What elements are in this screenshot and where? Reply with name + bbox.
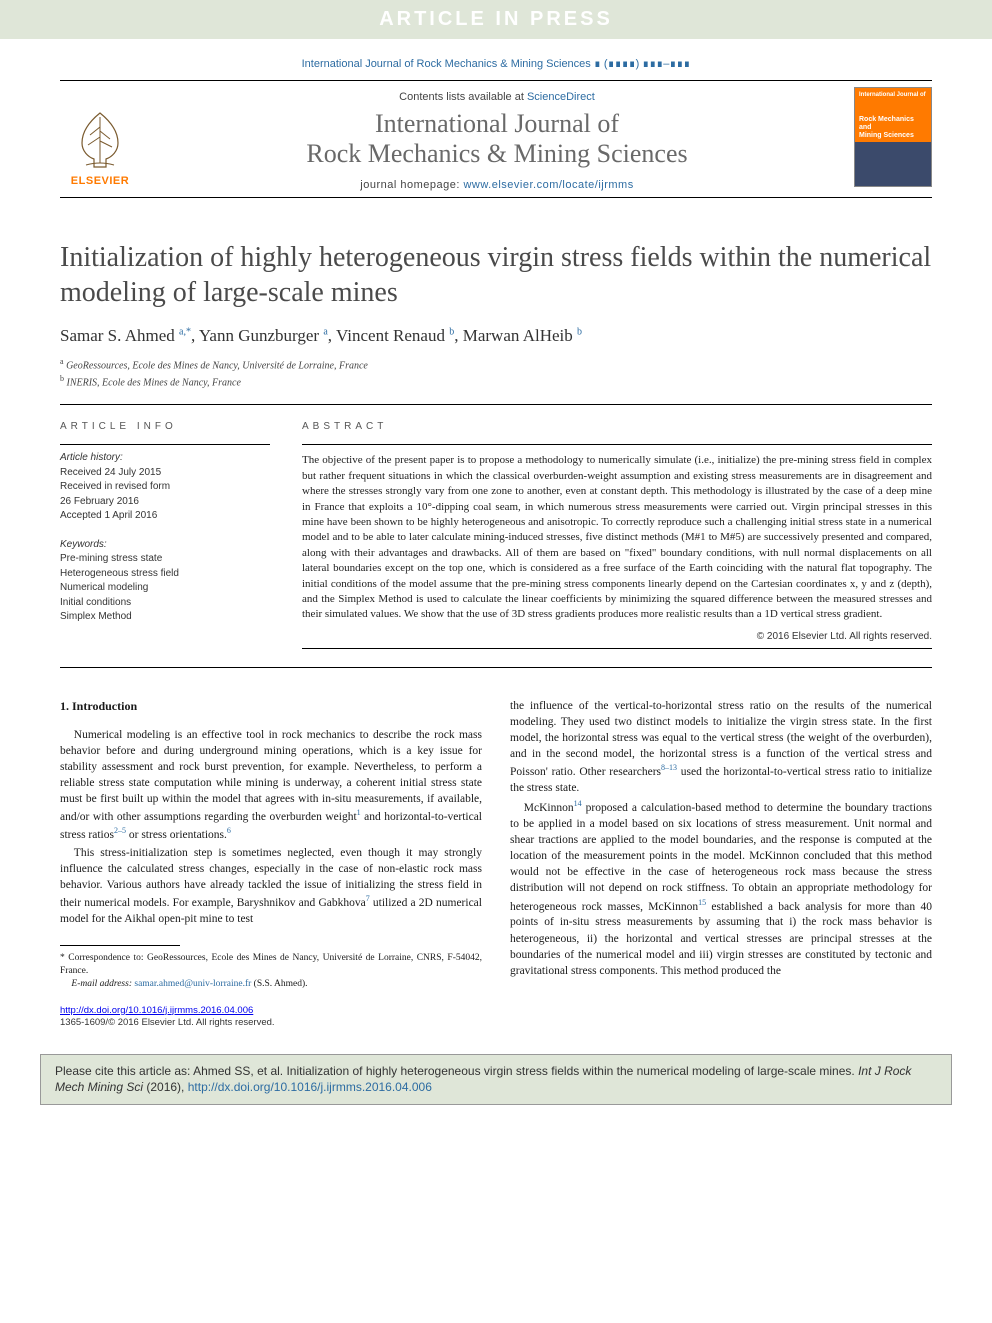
history-label: Article history:	[60, 451, 270, 466]
body-column-right: the influence of the vertical-to-horizon…	[510, 698, 932, 991]
article-title: Initialization of highly heterogeneous v…	[60, 240, 932, 310]
doi-link[interactable]: http://dx.doi.org/10.1016/j.ijrmms.2016.…	[60, 1005, 253, 1016]
footnote-divider	[60, 945, 180, 946]
author-3-affil: b	[449, 326, 454, 337]
correspondence-footnote: * Correspondence to: GeoRessources, Ecol…	[60, 952, 482, 978]
issn-copyright-line: 1365-1609/© 2016 Elsevier Ltd. All right…	[60, 1017, 932, 1028]
section-1-heading: 1. Introduction	[60, 698, 482, 715]
cover-band	[855, 142, 931, 186]
keywords-block: Keywords: Pre-mining stress state Hetero…	[60, 538, 270, 625]
abstract-bottom-rule	[302, 648, 932, 649]
keywords-label: Keywords:	[60, 538, 270, 553]
author-1-affil: a,*	[179, 326, 191, 337]
article-info-column: ARTICLE INFO Article history: Received 2…	[60, 421, 270, 648]
email-tail: (S.S. Ahmed).	[251, 979, 307, 989]
author-2: Yann Gunzburger	[199, 326, 319, 345]
header-center: Contents lists available at ScienceDirec…	[140, 87, 854, 191]
revised-date-l2: 26 February 2016	[60, 495, 270, 510]
journal-cover-thumbnail: International Journal of Rock Mechanics …	[854, 87, 932, 187]
ref-2-5[interactable]: 2–5	[114, 826, 126, 835]
cover-title: International Journal of	[859, 92, 927, 99]
cover-sub-l3: Mining Sciences	[859, 132, 914, 139]
elsevier-logo: ELSEVIER	[60, 87, 140, 187]
divider-mid	[60, 667, 932, 668]
elsevier-tree-icon	[70, 107, 130, 173]
author-4: Marwan AlHeib	[463, 326, 573, 345]
contents-prefix: Contents lists available at	[399, 91, 527, 103]
author-2-affil: a	[323, 326, 327, 337]
keyword-4: Simplex Method	[60, 610, 270, 625]
citation-prefix: Please cite this article as: Ahmed SS, e…	[55, 1064, 858, 1078]
top-citation: International Journal of Rock Mechanics …	[0, 39, 992, 80]
citation-year: (2016),	[143, 1080, 188, 1094]
email-footnote: E-mail address: samar.ahmed@univ-lorrain…	[60, 978, 482, 991]
elsevier-wordmark: ELSEVIER	[71, 175, 129, 187]
body-p4-t2: proposed a calculation-based method to d…	[510, 802, 932, 912]
citation-box: Please cite this article as: Ahmed SS, e…	[40, 1054, 952, 1106]
received-date: Received 24 July 2015	[60, 466, 270, 481]
citation-doi-link[interactable]: http://dx.doi.org/10.1016/j.ijrmms.2016.…	[188, 1080, 432, 1094]
ref-6[interactable]: 6	[227, 826, 231, 835]
article-history-block: Article history: Received 24 July 2015 R…	[60, 451, 270, 524]
body-columns: 1. Introduction Numerical modeling is an…	[60, 698, 932, 991]
affiliation-b-text: INERIS, Ecole des Mines de Nancy, France	[67, 377, 241, 388]
abstract-text: The objective of the present paper is to…	[302, 453, 932, 622]
info-abstract-row: ARTICLE INFO Article history: Received 2…	[60, 421, 932, 648]
affiliation-b: b INERIS, Ecole des Mines de Nancy, Fran…	[60, 373, 932, 390]
author-4-affil: b	[577, 326, 582, 337]
ref-8-13[interactable]: 8–13	[661, 763, 677, 772]
affiliation-a: a GeoRessources, Ecole des Mines de Nanc…	[60, 356, 932, 373]
divider-top	[60, 404, 932, 405]
author-3: Vincent Renaud	[336, 326, 445, 345]
body-p4-t1: McKinnon	[524, 802, 574, 814]
article-in-press-banner: ARTICLE IN PRESS	[0, 0, 992, 39]
ref-15[interactable]: 15	[698, 898, 706, 907]
keyword-3: Initial conditions	[60, 596, 270, 611]
abstract-column: ABSTRACT The objective of the present pa…	[302, 421, 932, 648]
ref-14[interactable]: 14	[574, 799, 582, 808]
body-p3: the influence of the vertical-to-horizon…	[510, 698, 932, 796]
corresponding-email-link[interactable]: samar.ahmed@univ-lorraine.fr	[134, 979, 251, 989]
body-p1-t1: Numerical modeling is an effective tool …	[60, 729, 482, 823]
body-p1-t3: or stress orientations.	[126, 829, 227, 841]
cover-subtitle: Rock Mechanics and Mining Sciences	[859, 116, 914, 140]
homepage-prefix: journal homepage:	[360, 179, 463, 191]
accepted-date: Accepted 1 April 2016	[60, 509, 270, 524]
body-p1: Numerical modeling is an effective tool …	[60, 727, 482, 843]
journal-name: International Journal of Rock Mechanics …	[150, 109, 844, 169]
authors-line: Samar S. Ahmed a,*, Yann Gunzburger a, V…	[60, 326, 932, 346]
author-1: Samar S. Ahmed	[60, 326, 175, 345]
email-label: E-mail address:	[71, 979, 134, 989]
sciencedirect-link[interactable]: ScienceDirect	[527, 91, 595, 103]
affiliations: a GeoRessources, Ecole des Mines de Nanc…	[60, 356, 932, 391]
footnotes: * Correspondence to: GeoRessources, Ecol…	[60, 952, 482, 990]
doi-line: http://dx.doi.org/10.1016/j.ijrmms.2016.…	[60, 1005, 932, 1016]
info-divider-1	[60, 444, 270, 445]
keyword-1: Heterogeneous stress field	[60, 567, 270, 582]
journal-name-line2: Rock Mechanics & Mining Sciences	[306, 139, 687, 168]
revised-date-l1: Received in revised form	[60, 480, 270, 495]
journal-name-line1: International Journal of	[375, 109, 619, 138]
cover-sub-l2: and	[859, 124, 871, 131]
journal-homepage-link[interactable]: www.elsevier.com/locate/ijrmms	[463, 179, 633, 191]
contents-lists-line: Contents lists available at ScienceDirec…	[150, 91, 844, 103]
abstract-divider	[302, 444, 932, 445]
homepage-line: journal homepage: www.elsevier.com/locat…	[150, 179, 844, 191]
journal-header: ELSEVIER Contents lists available at Sci…	[60, 80, 932, 198]
affiliation-a-text: GeoRessources, Ecole des Mines de Nancy,…	[66, 360, 368, 371]
body-column-left: 1. Introduction Numerical modeling is an…	[60, 698, 482, 991]
keyword-0: Pre-mining stress state	[60, 552, 270, 567]
abstract-heading: ABSTRACT	[302, 421, 932, 432]
keyword-2: Numerical modeling	[60, 581, 270, 596]
body-p4: McKinnon14 proposed a calculation-based …	[510, 798, 932, 979]
abstract-copyright: © 2016 Elsevier Ltd. All rights reserved…	[302, 631, 932, 642]
article-info-heading: ARTICLE INFO	[60, 421, 270, 432]
cover-sub-l1: Rock Mechanics	[859, 116, 914, 123]
body-p2: This stress-initialization step is somet…	[60, 845, 482, 927]
